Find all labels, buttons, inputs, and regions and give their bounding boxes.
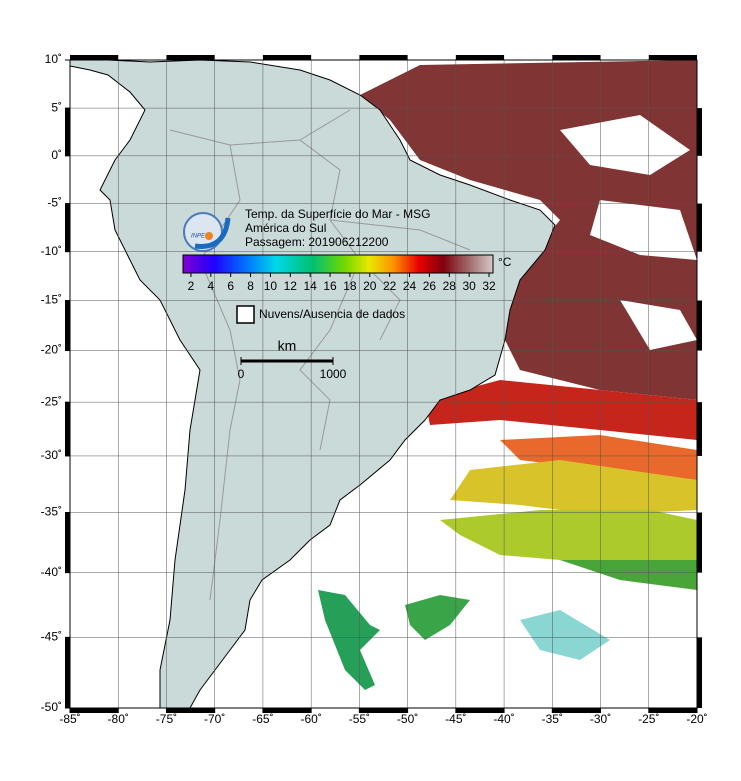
border-segment	[552, 55, 601, 60]
x-tick-label: -85˚	[59, 712, 80, 726]
logo-dot	[205, 232, 213, 240]
scale-unit: km	[278, 338, 297, 354]
y-tick-label: -10˚	[41, 244, 62, 258]
colorbar-tick-label: 32	[482, 279, 496, 293]
border-segment	[697, 203, 702, 252]
colorbar-tick-label: 6	[227, 279, 234, 293]
y-tick-label: 10˚	[45, 52, 62, 66]
axes: -85˚ -80˚ -75˚ -70˚ -65˚ -60˚ -55˚ -50˚ -45˚ -40˚…	[41, 52, 708, 726]
x-tick-label: -45˚	[445, 712, 466, 726]
x-tick-label: -35˚	[542, 712, 563, 726]
border-segment	[697, 108, 702, 156]
border-segment	[65, 108, 70, 156]
x-tick-label: -50˚	[397, 712, 418, 726]
border-segment	[359, 708, 408, 713]
y-tick-label: -30˚	[41, 448, 62, 462]
border-segment	[65, 512, 70, 573]
y-tick-label: -45˚	[41, 630, 62, 644]
logo-arrow	[194, 217, 231, 249]
colorbar-tick-label: 28	[443, 279, 457, 293]
legend-pass: Passagem: 201906212200	[245, 235, 389, 249]
sst-patches	[318, 60, 697, 690]
graticule	[70, 60, 697, 708]
y-tick-label: -50˚	[41, 700, 62, 714]
y-tick-label: 5˚	[51, 100, 62, 114]
border-segment	[166, 708, 215, 713]
colorbar-tick-label: 14	[303, 279, 317, 293]
y-tick-label: -20˚	[41, 343, 62, 357]
x-tick-label: -80˚	[108, 712, 129, 726]
colorbar-tick-label: 2	[188, 279, 195, 293]
x-tick-label: -75˚	[156, 712, 177, 726]
border-segment	[65, 300, 70, 351]
x-tick-label: -65˚	[252, 712, 273, 726]
border-segment	[552, 708, 601, 713]
colorbar-tick-label: 4	[207, 279, 214, 293]
scale-tick-label: 0	[238, 367, 245, 381]
border-segment	[70, 55, 119, 60]
colorbar: 2 4 6 8 10 12 14 16 18 20 22 24 26 28 30 32°C	[182, 254, 512, 293]
colorbar-tick-label: 12	[284, 279, 298, 293]
colorbar-tick-label: 30	[462, 279, 476, 293]
border-segment	[697, 637, 702, 708]
x-tick-label: -30˚	[590, 712, 611, 726]
scale-tick-label: 1000	[320, 367, 347, 381]
colorbar-unit: °C	[498, 255, 512, 269]
y-tick-label: 0˚	[51, 148, 62, 162]
border-segment	[455, 708, 505, 713]
scale-bar: 0 1000 km	[238, 338, 347, 381]
y-tick-label: -40˚	[41, 565, 62, 579]
legend-region: América do Sul	[245, 221, 326, 235]
map-area	[70, 60, 697, 708]
colorbar-tick-label: 10	[264, 279, 278, 293]
x-tick-label: -20˚	[686, 712, 707, 726]
border-segment	[262, 708, 312, 713]
y-tick-label: -35˚	[41, 505, 62, 519]
x-tick-label: -60˚	[300, 712, 321, 726]
colorbar-tick-label: 24	[403, 279, 417, 293]
colorbar-tick-label: 20	[363, 279, 377, 293]
border-segment	[262, 55, 312, 60]
border-segment	[455, 55, 505, 60]
colorbar-ramp	[182, 254, 494, 274]
border-segment	[359, 55, 408, 60]
colorbar-tick-label: 18	[343, 279, 357, 293]
border-segment	[697, 402, 702, 456]
border-segment	[65, 402, 70, 456]
no-data-label: Nuvens/Ausencia de dados	[259, 307, 405, 321]
legend-title: Temp. da Superfície do Mar - MSG	[245, 207, 430, 221]
colorbar-tick-label: 16	[323, 279, 337, 293]
border-segment	[697, 300, 702, 351]
border-segment	[65, 203, 70, 252]
x-tick-label: -40˚	[493, 712, 514, 726]
logo-text: INPE	[191, 234, 206, 240]
frame-border	[65, 55, 702, 713]
colorbar-tick-label: 26	[423, 279, 437, 293]
x-tick-label: -55˚	[349, 712, 370, 726]
colorbar-tick-label: 22	[383, 279, 397, 293]
no-data-swatch	[236, 305, 255, 324]
border-segment	[65, 637, 70, 708]
y-tick-label: -15˚	[41, 293, 62, 307]
y-tick-label: -25˚	[41, 394, 62, 408]
x-tick-label: -25˚	[638, 712, 659, 726]
border-segment	[648, 55, 697, 60]
border-segment	[166, 55, 215, 60]
x-tick-label: -70˚	[204, 712, 225, 726]
colorbar-tick-label: 8	[247, 279, 254, 293]
y-tick-label: -5˚	[47, 196, 62, 210]
border-segment	[70, 708, 119, 713]
legend: INPE Temp. da Superfície do Mar - MSG Am…	[182, 207, 512, 381]
borders	[169, 109, 471, 601]
border-segment	[697, 512, 702, 573]
border-segment	[648, 708, 697, 713]
